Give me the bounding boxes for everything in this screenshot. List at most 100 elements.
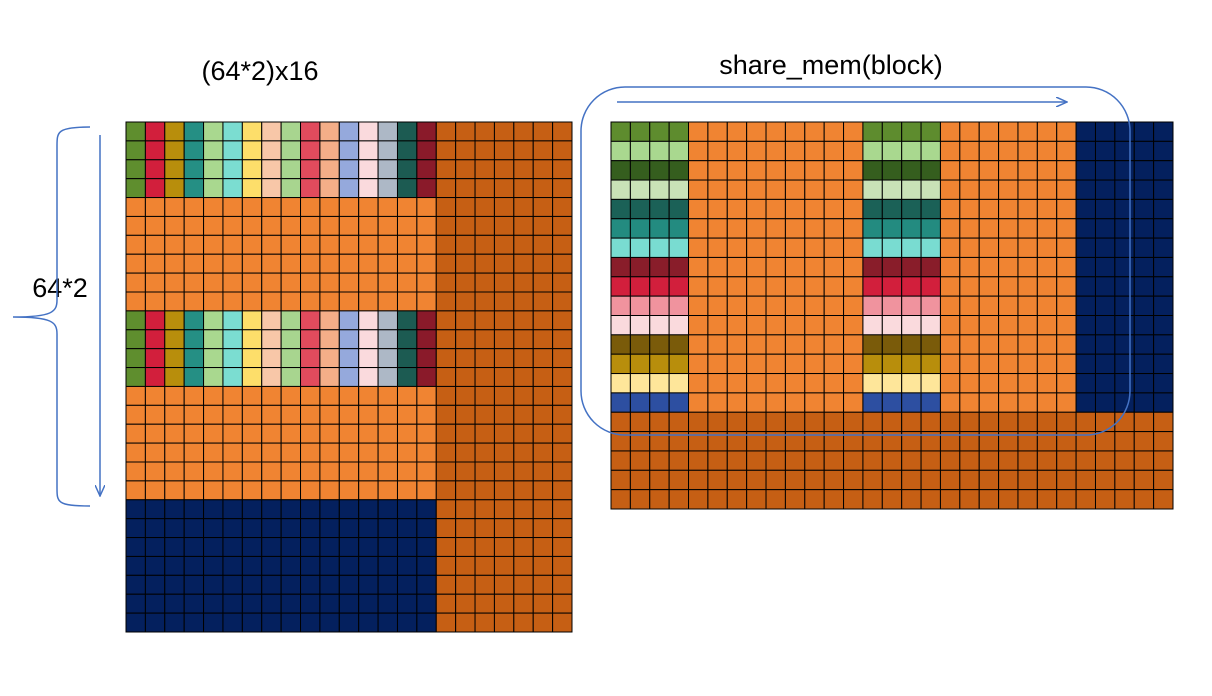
- left-grid-cell: [474, 348, 495, 369]
- left-grid-cell: [358, 159, 379, 180]
- shared-memory-cell: [1056, 489, 1077, 510]
- left-grid-cell: [532, 423, 554, 444]
- shared-memory-cell: [784, 179, 806, 200]
- shared-memory-cell: [823, 140, 845, 162]
- left-grid-cell: [513, 593, 534, 614]
- shared-memory-cell: [1017, 198, 1038, 220]
- shared-memory-cell: [765, 256, 786, 278]
- left-grid-cell: [319, 310, 340, 331]
- shared-memory-cell: [939, 469, 961, 491]
- left-grid-cell: [493, 121, 515, 142]
- shared-memory-cell: [688, 469, 709, 491]
- shared-memory-cell: [1153, 469, 1174, 491]
- shared-memory-cell: [1094, 353, 1116, 375]
- shared-memory-cell: [746, 160, 767, 181]
- left-grid-cell: [203, 593, 224, 614]
- left-grid-cell: [319, 555, 340, 576]
- left-grid-cell: [416, 329, 437, 350]
- left-grid-cell: [300, 537, 321, 557]
- left-grid-cell: [416, 272, 437, 293]
- left-grid-cell: [164, 159, 185, 180]
- left-grid-cell: [455, 272, 476, 293]
- left-grid-cell: [241, 499, 263, 520]
- left-grid-cell: [183, 593, 205, 614]
- left-grid-cell: [416, 499, 437, 520]
- shared-memory-cell: [668, 411, 690, 433]
- shared-memory-cell: [668, 160, 690, 181]
- shared-memory-cell: [1036, 218, 1058, 239]
- left-grid-cell: [183, 404, 205, 425]
- left-grid-cell: [203, 178, 224, 199]
- shared-memory-cell: [726, 140, 748, 162]
- shared-memory-cell: [688, 121, 709, 142]
- left-grid-cell: [183, 178, 205, 199]
- left-grid-cell: [319, 197, 340, 217]
- left-grid-cell: [125, 593, 146, 614]
- shared-memory-cell: [959, 256, 980, 278]
- left-grid-cell: [513, 253, 534, 274]
- left-grid-cell: [416, 480, 437, 501]
- left-grid-cell: [203, 348, 224, 369]
- left-grid-cell: [280, 480, 302, 501]
- shared-memory-cell: [707, 489, 728, 510]
- shared-memory-cell: [1036, 353, 1058, 375]
- left-grid-cell: [280, 612, 302, 633]
- shared-memory-cell: [1017, 334, 1038, 355]
- left-grid-cell: [435, 499, 457, 520]
- shared-memory-cell: [765, 353, 786, 375]
- shared-memory-cell: [1114, 237, 1135, 258]
- shared-memory-cell: [688, 450, 709, 471]
- left-grid-cell: [222, 518, 243, 539]
- left-grid-cell: [474, 612, 495, 633]
- shared-memory-cell: [998, 373, 1019, 394]
- left-grid-cell: [338, 480, 360, 501]
- left-grid-cell: [552, 555, 573, 576]
- shared-memory-cell: [1036, 237, 1058, 258]
- shared-memory-cell: [610, 353, 631, 375]
- left-grid-cell: [125, 518, 146, 539]
- left-grid-cell: [532, 140, 554, 161]
- left-grid-cell: [532, 121, 554, 142]
- left-grid-cell: [532, 178, 554, 199]
- left-grid-cell: [358, 253, 379, 274]
- shared-memory-cell: [649, 140, 670, 162]
- left-grid-cell: [552, 574, 573, 595]
- shared-memory-cell: [843, 256, 864, 278]
- shared-memory-cell: [1094, 276, 1116, 297]
- shared-memory-cell: [901, 218, 922, 239]
- shared-memory-cell: [629, 489, 651, 510]
- shared-memory-cell: [843, 160, 864, 181]
- shared-memory-cell: [939, 489, 961, 510]
- shared-memory-cell: [649, 160, 670, 181]
- shared-memory-cell: [707, 353, 728, 375]
- left-grid-cell: [319, 574, 340, 595]
- left-grid-cell: [552, 404, 573, 425]
- left-grid-cell: [300, 385, 321, 406]
- left-grid-cell: [474, 234, 495, 255]
- left-grid-cell: [261, 140, 282, 161]
- shared-memory-cell: [726, 179, 748, 200]
- left-grid-cell: [474, 253, 495, 274]
- shared-memory-cell: [1094, 198, 1116, 220]
- shared-memory-cell: [649, 179, 670, 200]
- shared-memory-cell: [862, 276, 883, 297]
- shared-memory-cell: [939, 140, 961, 162]
- left-grid-cell: [183, 461, 205, 482]
- left-grid-cell: [416, 291, 437, 312]
- shared-memory-cell: [959, 160, 980, 181]
- left-grid-cell: [338, 291, 360, 312]
- shared-memory-cell: [726, 256, 748, 278]
- shared-memory-cell: [1075, 373, 1096, 394]
- shared-memory-cell: [746, 373, 767, 394]
- shared-memory-cell: [881, 237, 903, 258]
- shared-memory-cell: [823, 295, 845, 316]
- left-grid-cell: [552, 537, 573, 557]
- shared-memory-cell: [629, 160, 651, 181]
- left-grid-cell: [552, 272, 573, 293]
- left-grid-cell: [338, 499, 360, 520]
- shared-memory-cell: [959, 469, 980, 491]
- left-grid-cell: [338, 329, 360, 350]
- left-grid-cell: [222, 385, 243, 406]
- shared-memory-cell: [881, 489, 903, 510]
